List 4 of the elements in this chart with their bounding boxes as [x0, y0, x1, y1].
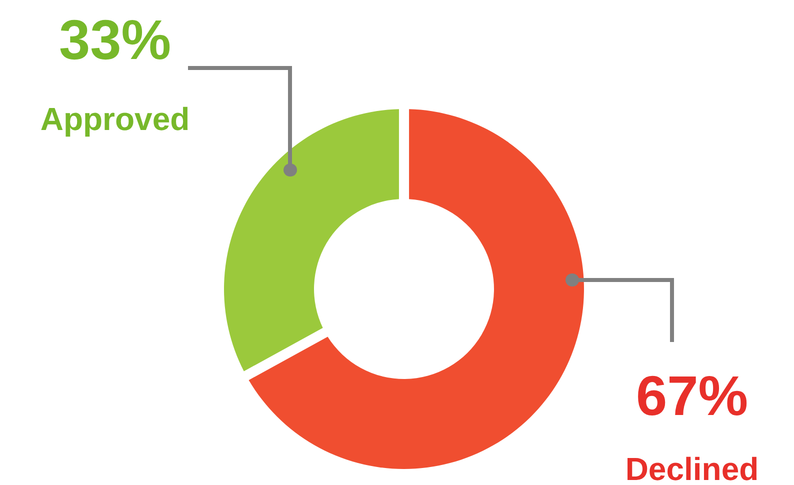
- slice-label: Approved: [40, 101, 190, 137]
- data-label: 67%: [636, 364, 748, 427]
- data-label: 33%: [58, 8, 172, 71]
- slice-label: Declined: [625, 451, 759, 485]
